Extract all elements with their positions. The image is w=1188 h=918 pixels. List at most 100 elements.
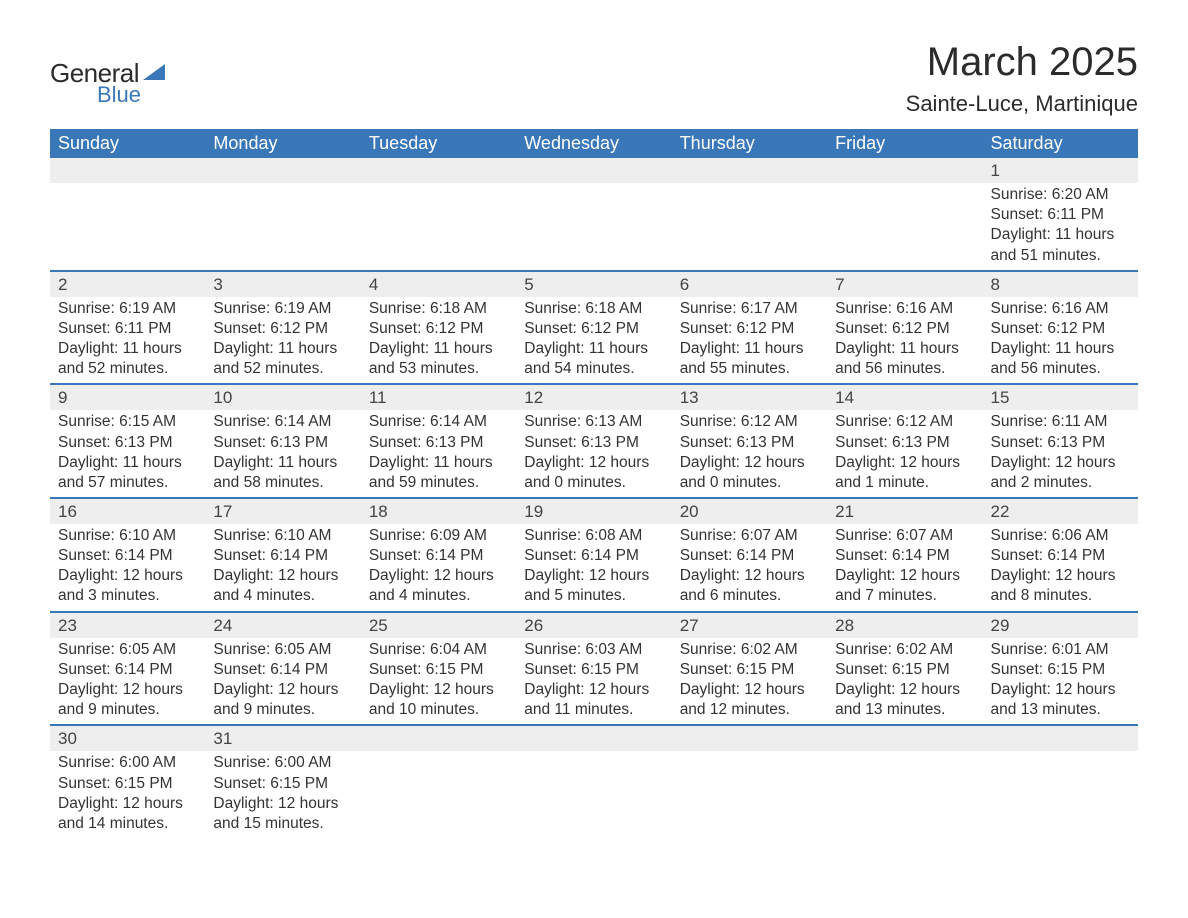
day-number-cell: 1 [983,158,1138,183]
sunrise-line: Sunrise: 6:12 AM [835,412,974,432]
sunrise-line: Sunrise: 6:05 AM [213,640,352,660]
day-content-cell [983,751,1138,838]
sunset-line: Sunset: 6:14 PM [213,660,352,680]
day-content-cell: Sunrise: 6:01 AMSunset: 6:15 PMDaylight:… [983,638,1138,726]
sunrise-line: Sunrise: 6:18 AM [524,299,663,319]
week-daynum-row: 23242526272829 [50,612,1138,638]
day-content-cell: Sunrise: 6:08 AMSunset: 6:14 PMDaylight:… [516,524,671,612]
sunrise-line: Sunrise: 6:03 AM [524,640,663,660]
sunset-line: Sunset: 6:14 PM [991,546,1130,566]
sunrise-line: Sunrise: 6:05 AM [58,640,197,660]
day-content-cell: Sunrise: 6:07 AMSunset: 6:14 PMDaylight:… [672,524,827,612]
dow-wednesday: Wednesday [516,129,671,158]
day-content-cell: Sunrise: 6:17 AMSunset: 6:12 PMDaylight:… [672,297,827,385]
dow-friday: Friday [827,129,982,158]
day-number-cell: 2 [50,271,205,297]
day-content-cell: Sunrise: 6:07 AMSunset: 6:14 PMDaylight:… [827,524,982,612]
dow-saturday: Saturday [983,129,1138,158]
day-content-cell [516,751,671,838]
day-content-cell [672,751,827,838]
sunrise-line: Sunrise: 6:20 AM [991,185,1130,205]
day-content-cell [205,183,360,271]
week-daynum-row: 16171819202122 [50,498,1138,524]
day-content-cell [50,183,205,271]
day-number-cell: 13 [672,384,827,410]
dow-header-row: Sunday Monday Tuesday Wednesday Thursday… [50,129,1138,158]
day-content-cell: Sunrise: 6:14 AMSunset: 6:13 PMDaylight:… [205,410,360,498]
sunrise-line: Sunrise: 6:17 AM [680,299,819,319]
day-number-cell [50,158,205,183]
sunrise-line: Sunrise: 6:09 AM [369,526,508,546]
month-title: March 2025 [906,40,1138,85]
sunset-line: Sunset: 6:12 PM [835,319,974,339]
sunrise-line: Sunrise: 6:00 AM [58,753,197,773]
day-number-cell [983,725,1138,751]
sunrise-line: Sunrise: 6:02 AM [835,640,974,660]
sunrise-line: Sunrise: 6:01 AM [991,640,1130,660]
week-daynum-row: 2345678 [50,271,1138,297]
day-number-cell: 21 [827,498,982,524]
day-content-cell [516,183,671,271]
sunrise-line: Sunrise: 6:07 AM [835,526,974,546]
daylight-line: Daylight: 11 hours and 58 minutes. [213,453,352,493]
daylight-line: Daylight: 12 hours and 14 minutes. [58,794,197,834]
day-content-cell: Sunrise: 6:04 AMSunset: 6:15 PMDaylight:… [361,638,516,726]
sunset-line: Sunset: 6:14 PM [369,546,508,566]
day-content-cell: Sunrise: 6:16 AMSunset: 6:12 PMDaylight:… [827,297,982,385]
sunrise-line: Sunrise: 6:04 AM [369,640,508,660]
sunset-line: Sunset: 6:12 PM [524,319,663,339]
sunrise-line: Sunrise: 6:15 AM [58,412,197,432]
sunrise-line: Sunrise: 6:18 AM [369,299,508,319]
sunrise-line: Sunrise: 6:07 AM [680,526,819,546]
sunset-line: Sunset: 6:14 PM [680,546,819,566]
sunset-line: Sunset: 6:12 PM [213,319,352,339]
daylight-line: Daylight: 12 hours and 3 minutes. [58,566,197,606]
day-content-cell: Sunrise: 6:05 AMSunset: 6:14 PMDaylight:… [50,638,205,726]
day-number-cell: 15 [983,384,1138,410]
daylight-line: Daylight: 12 hours and 6 minutes. [680,566,819,606]
day-number-cell [516,725,671,751]
day-content-cell: Sunrise: 6:19 AMSunset: 6:12 PMDaylight:… [205,297,360,385]
day-content-cell: Sunrise: 6:15 AMSunset: 6:13 PMDaylight:… [50,410,205,498]
daylight-line: Daylight: 12 hours and 0 minutes. [680,453,819,493]
sunset-line: Sunset: 6:13 PM [524,433,663,453]
day-number-cell: 28 [827,612,982,638]
day-number-cell [361,158,516,183]
day-number-cell: 25 [361,612,516,638]
daylight-line: Daylight: 11 hours and 51 minutes. [991,225,1130,265]
logo: General Blue [50,40,169,106]
day-content-cell: Sunrise: 6:10 AMSunset: 6:14 PMDaylight:… [50,524,205,612]
location: Sainte-Luce, Martinique [906,91,1138,117]
daylight-line: Daylight: 12 hours and 12 minutes. [680,680,819,720]
daylight-line: Daylight: 11 hours and 54 minutes. [524,339,663,379]
sunset-line: Sunset: 6:13 PM [991,433,1130,453]
sunrise-line: Sunrise: 6:06 AM [991,526,1130,546]
day-content-cell: Sunrise: 6:12 AMSunset: 6:13 PMDaylight:… [827,410,982,498]
day-content-cell: Sunrise: 6:18 AMSunset: 6:12 PMDaylight:… [361,297,516,385]
day-content-cell: Sunrise: 6:03 AMSunset: 6:15 PMDaylight:… [516,638,671,726]
sunset-line: Sunset: 6:11 PM [58,319,197,339]
day-number-cell: 30 [50,725,205,751]
day-number-cell: 16 [50,498,205,524]
sunrise-line: Sunrise: 6:19 AM [213,299,352,319]
sunset-line: Sunset: 6:15 PM [58,774,197,794]
day-content-cell: Sunrise: 6:02 AMSunset: 6:15 PMDaylight:… [672,638,827,726]
sunset-line: Sunset: 6:13 PM [369,433,508,453]
title-block: March 2025 Sainte-Luce, Martinique [906,40,1138,117]
sunrise-line: Sunrise: 6:02 AM [680,640,819,660]
week-daynum-row: 3031 [50,725,1138,751]
daylight-line: Daylight: 11 hours and 52 minutes. [58,339,197,379]
week-content-row: Sunrise: 6:10 AMSunset: 6:14 PMDaylight:… [50,524,1138,612]
week-daynum-row: 9101112131415 [50,384,1138,410]
day-content-cell: Sunrise: 6:11 AMSunset: 6:13 PMDaylight:… [983,410,1138,498]
day-content-cell: Sunrise: 6:00 AMSunset: 6:15 PMDaylight:… [50,751,205,838]
sunrise-line: Sunrise: 6:16 AM [835,299,974,319]
week-content-row: Sunrise: 6:00 AMSunset: 6:15 PMDaylight:… [50,751,1138,838]
day-number-cell [361,725,516,751]
day-content-cell: Sunrise: 6:09 AMSunset: 6:14 PMDaylight:… [361,524,516,612]
day-content-cell: Sunrise: 6:00 AMSunset: 6:15 PMDaylight:… [205,751,360,838]
day-content-cell [361,183,516,271]
logo-triangle-icon [143,62,169,84]
daylight-line: Daylight: 12 hours and 11 minutes. [524,680,663,720]
sunset-line: Sunset: 6:15 PM [524,660,663,680]
